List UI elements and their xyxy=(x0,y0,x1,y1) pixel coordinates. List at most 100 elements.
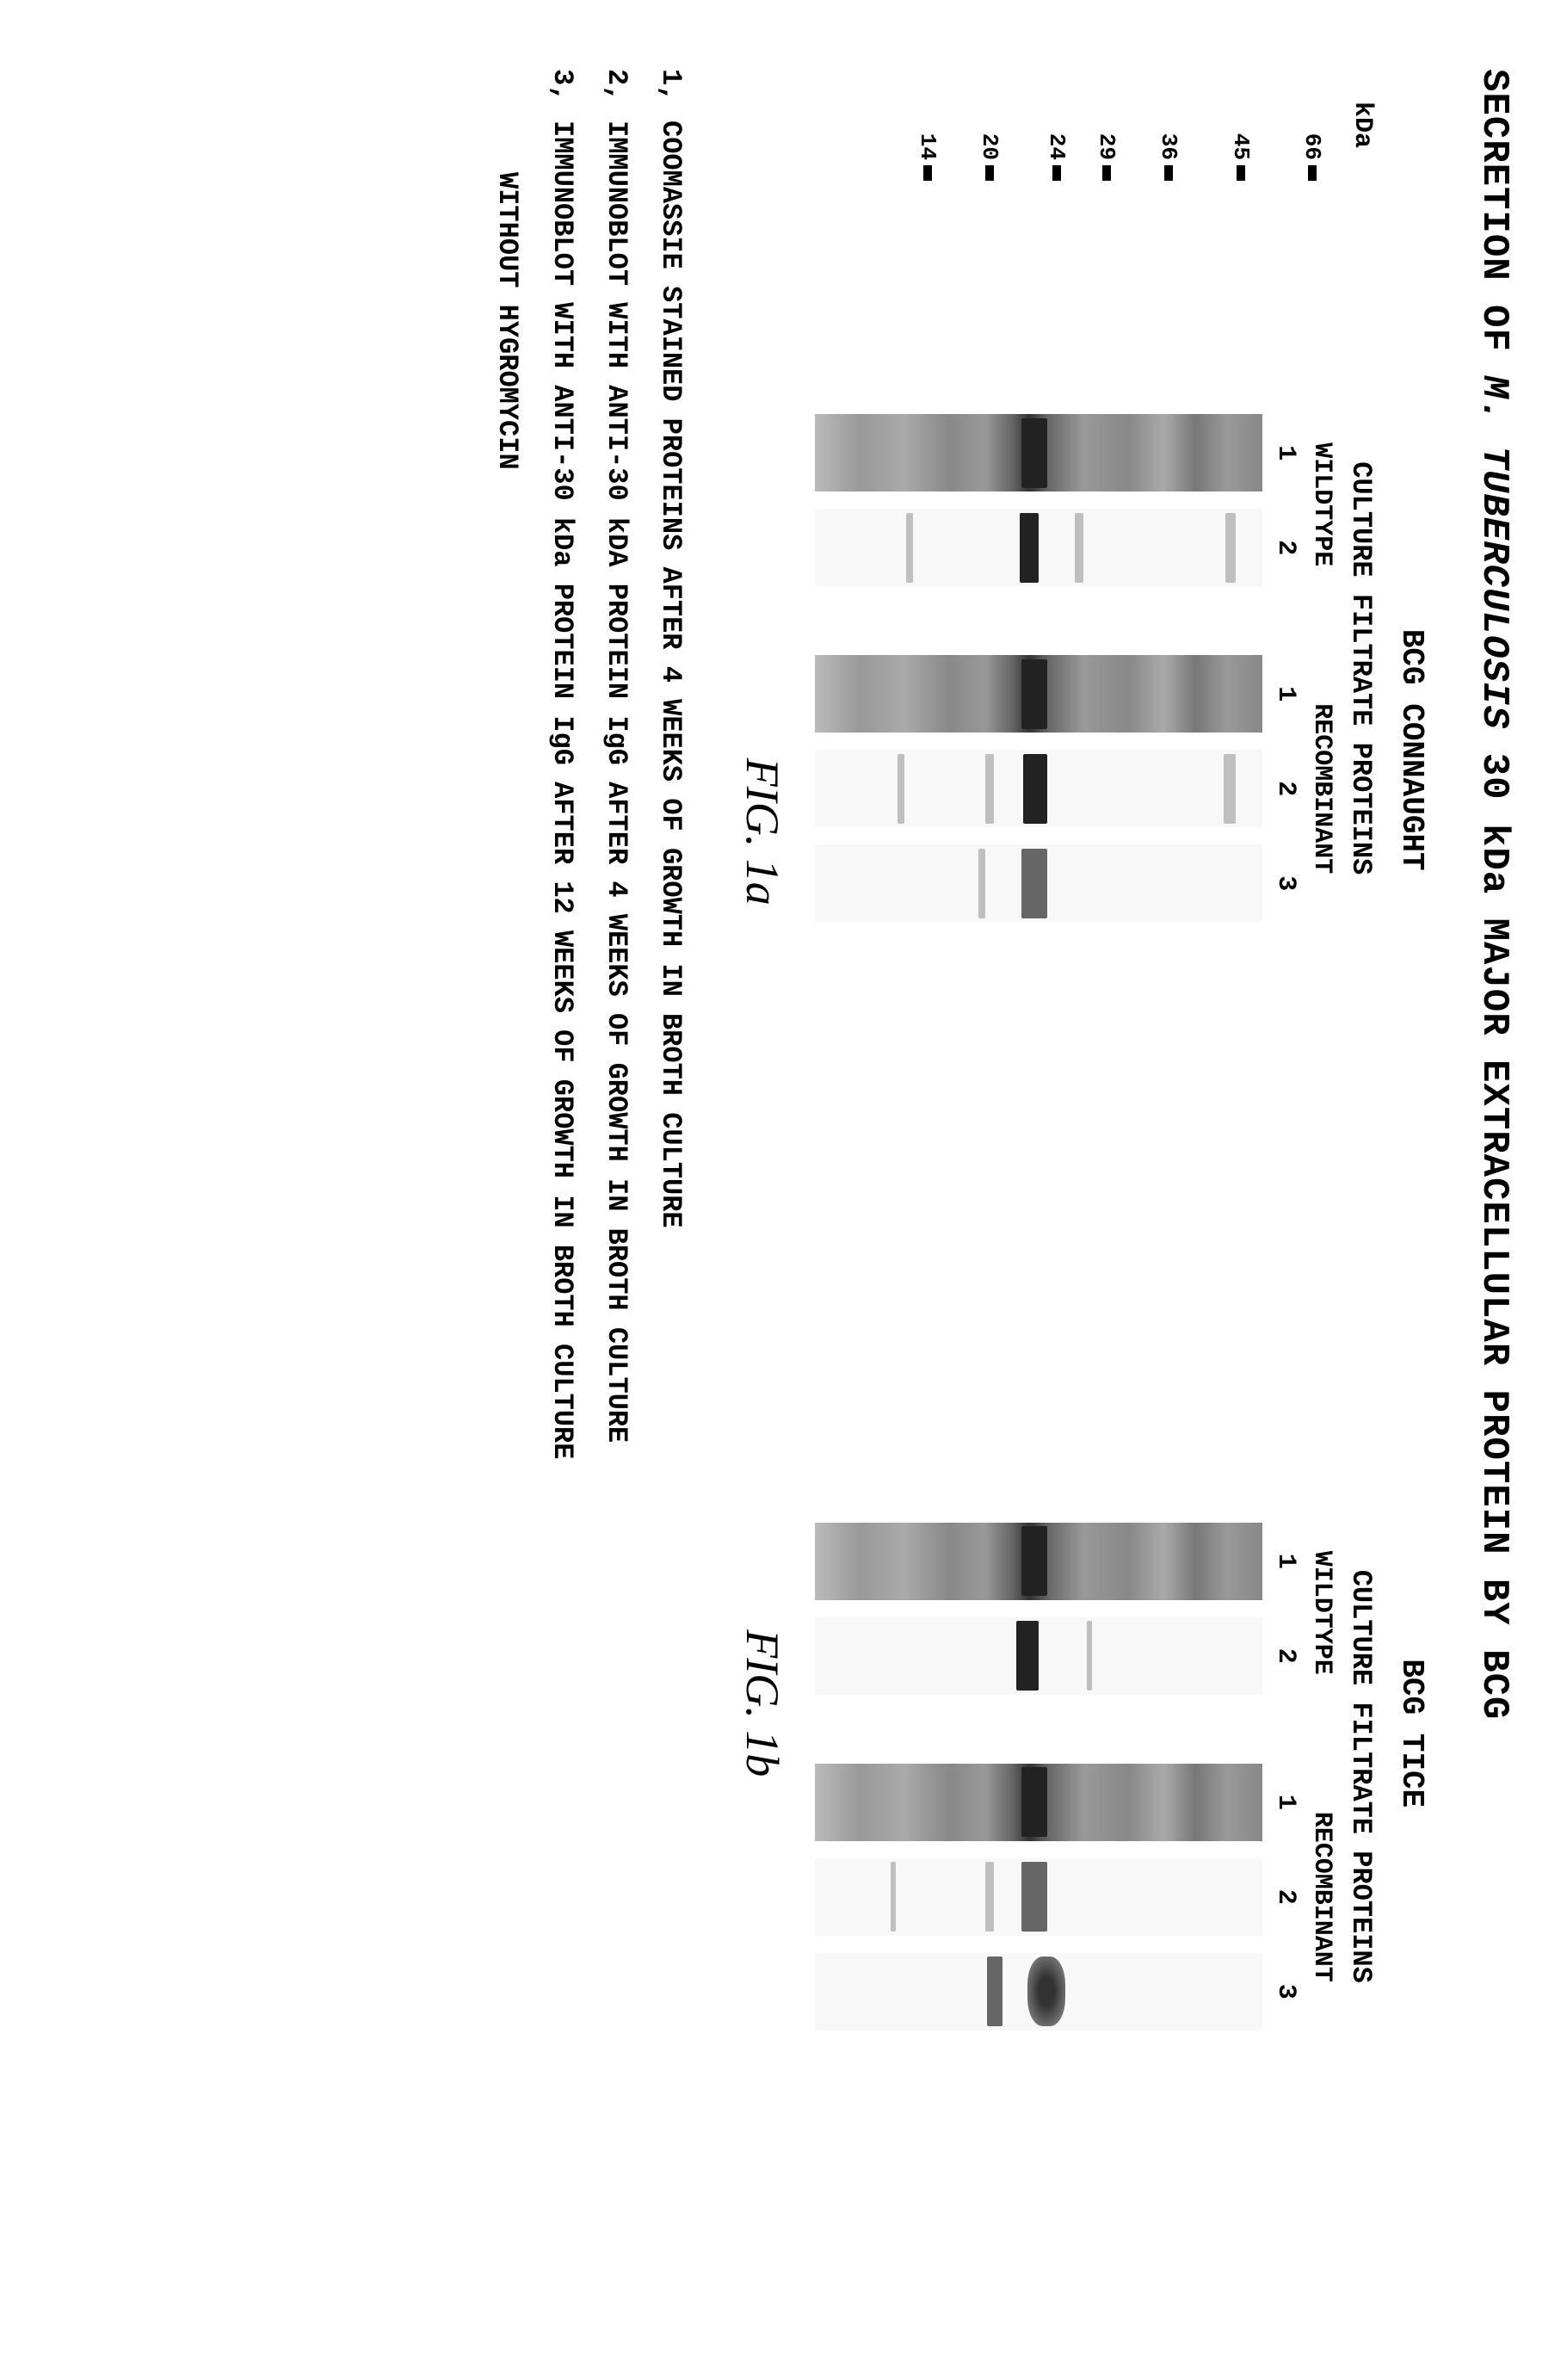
gel-band xyxy=(891,1862,896,1932)
gel-band xyxy=(985,754,994,824)
fig-labels-row: FIG. 1a FIG. 1b xyxy=(736,69,789,2311)
lane-number: 1 xyxy=(1271,686,1300,702)
fig-label-right: FIG. 1b xyxy=(736,1268,789,2140)
figure-page: SECRETION OF M. TUBERCULOSIS 30 kDa MAJO… xyxy=(0,0,1567,2380)
legend-number: 3, xyxy=(540,69,583,121)
panel-left: CULTURE FILTRATE PROTEINS WILDTYPE RECOM… xyxy=(815,198,1377,1139)
title-post: 30 kDa MAJOR EXTRACELLULAR PROTEIN BY BC… xyxy=(1472,729,1515,1720)
lanes-row-right: 12 123 xyxy=(815,1242,1300,2312)
lane-col: 3 xyxy=(815,844,1300,922)
gel-band xyxy=(1225,513,1236,583)
gel-band xyxy=(898,754,904,824)
marker-45: 45 xyxy=(1228,133,1254,181)
gel-band xyxy=(1087,1621,1092,1691)
gel-band xyxy=(985,1862,994,1932)
legend-text: IMMUNOBLOT WITH ANTI-30 kDA PROTEIN IgG … xyxy=(595,121,639,2311)
gel-band xyxy=(1016,1621,1039,1691)
gel-band xyxy=(1021,1862,1047,1932)
lane-number: 1 xyxy=(1271,445,1300,461)
marker-66: 66 xyxy=(1299,133,1325,181)
gel-lane xyxy=(815,1953,1262,2031)
rec-lanes-left: 1 2 3 xyxy=(815,655,1300,922)
legend-row: 2,IMMUNOBLOT WITH ANTI-30 kDA PROTEIN Ig… xyxy=(595,69,639,2311)
gel-band xyxy=(1020,513,1039,583)
lane-number: 2 xyxy=(1271,540,1300,555)
legend-text: IMMUNOBLOT WITH ANTI-30 kDa PROTEIN IgG … xyxy=(540,121,583,2311)
lane-number: 1 xyxy=(1271,1554,1300,1569)
gel-lane xyxy=(815,844,1262,922)
lane-col: 1 xyxy=(815,1523,1300,1600)
wt-lanes-right: 12 xyxy=(815,1523,1300,1695)
group-rec-right: RECOMBINANT xyxy=(1307,1759,1336,2035)
lane-col: 2 xyxy=(815,1617,1300,1695)
main-title: SECRETION OF M. TUBERCULOSIS 30 kDa MAJO… xyxy=(1472,69,1515,2311)
panels-row: kDa 66 45 36 29 24 20 14 CULTURE FILTRATE PROT… xyxy=(815,69,1377,2311)
marker-column: kDa 66 45 36 29 24 20 14 xyxy=(891,69,1377,181)
gel-lane xyxy=(815,1523,1262,1600)
lanes-row-left: 12 123 xyxy=(815,198,1300,1139)
marker-24: 24 xyxy=(1044,133,1070,181)
gel-lane xyxy=(815,1617,1262,1695)
gel-band xyxy=(906,513,913,583)
title-pre: SECRETION OF xyxy=(1472,69,1515,375)
gel-band xyxy=(1023,754,1047,824)
legend-row: 3,IMMUNOBLOT WITH ANTI-30 kDa PROTEIN Ig… xyxy=(540,69,583,2311)
gel-band xyxy=(1027,1957,1065,2026)
lane-col: 1 xyxy=(815,1764,1300,1841)
gel-band xyxy=(1021,659,1047,729)
gel-band xyxy=(1075,513,1083,583)
legend-number: 2, xyxy=(595,69,639,121)
gel-band xyxy=(1021,1767,1047,1837)
lane-number: 2 xyxy=(1271,1889,1300,1905)
gel-band xyxy=(978,849,985,918)
marker-14: 14 xyxy=(915,133,941,181)
lane-number: 2 xyxy=(1271,1648,1300,1664)
group-row-left: WILDTYPE RECOMBINANT xyxy=(1307,198,1336,1139)
gel-band xyxy=(1021,418,1047,488)
lane-col: 2 xyxy=(815,509,1300,586)
marker-36: 36 xyxy=(1156,133,1181,181)
fig-label-left: FIG. 1a xyxy=(736,396,789,1268)
group-rec-left: RECOMBINANT xyxy=(1307,651,1336,926)
legend-continuation: WITHOUT HYGROMYCIN xyxy=(485,69,529,2311)
rec-lanes-right: 1 2 3 xyxy=(815,1764,1300,2031)
marker-29: 29 xyxy=(1094,133,1120,181)
marker-list: 66 45 36 29 24 20 14 xyxy=(891,69,1339,181)
legend-text: COOMASSIE STAINED PROTEINS AFTER 4 WEEKS… xyxy=(649,121,693,2311)
lane-col: 1 xyxy=(815,655,1300,733)
lane-col: 2 xyxy=(815,750,1300,827)
legend-text-cont: WITHOUT HYGROMYCIN xyxy=(485,121,529,2311)
group-wt-right: WILDTYPE xyxy=(1307,1518,1336,1708)
lane-col: 3 xyxy=(815,1953,1300,2031)
wt-lanes-left: 12 xyxy=(815,414,1300,586)
gel-lane xyxy=(815,509,1262,586)
lane-number: 3 xyxy=(1271,1984,1300,2000)
legend: 1,COOMASSIE STAINED PROTEINS AFTER 4 WEE… xyxy=(485,69,693,2311)
group-row-right: WILDTYPE RECOMBINANT xyxy=(1307,1242,1336,2312)
gel-lane xyxy=(815,1764,1262,1841)
gel-band xyxy=(1021,1526,1047,1596)
strain-right: BCG TICE xyxy=(1394,1242,1429,2226)
gel-lane xyxy=(815,655,1262,733)
subheader-right: CULTURE FILTRATE PROTEINS xyxy=(1345,1570,1377,1983)
strain-left: BCG CONNAUGHT xyxy=(1394,258,1429,1242)
right-gel-area: CULTURE FILTRATE PROTEINS WILDTYPE RECOM… xyxy=(815,1242,1377,2312)
gel-band xyxy=(987,1957,1003,2026)
panel-right: CULTURE FILTRATE PROTEINS WILDTYPE RECOM… xyxy=(815,1242,1377,2312)
gel-band xyxy=(1021,849,1047,918)
lane-col: 2 xyxy=(815,1858,1300,1936)
lane-col: 1 xyxy=(815,414,1300,491)
gel-lane xyxy=(815,1858,1262,1936)
legend-row: 1,COOMASSIE STAINED PROTEINS AFTER 4 WEE… xyxy=(649,69,693,2311)
marker-header: kDa xyxy=(1348,102,1377,148)
gel-lane xyxy=(815,750,1262,827)
legend-number: 1, xyxy=(649,69,693,121)
marker-20: 20 xyxy=(977,133,1003,181)
group-wt-left: WILDTYPE xyxy=(1307,410,1336,599)
gel-band xyxy=(1224,754,1236,824)
lane-number: 1 xyxy=(1271,1795,1300,1810)
subheader-left: CULTURE FILTRATE PROTEINS xyxy=(1345,461,1377,875)
title-italic: M. TUBERCULOSIS xyxy=(1472,375,1515,729)
lane-number: 2 xyxy=(1271,781,1300,796)
lane-number: 3 xyxy=(1271,875,1300,891)
